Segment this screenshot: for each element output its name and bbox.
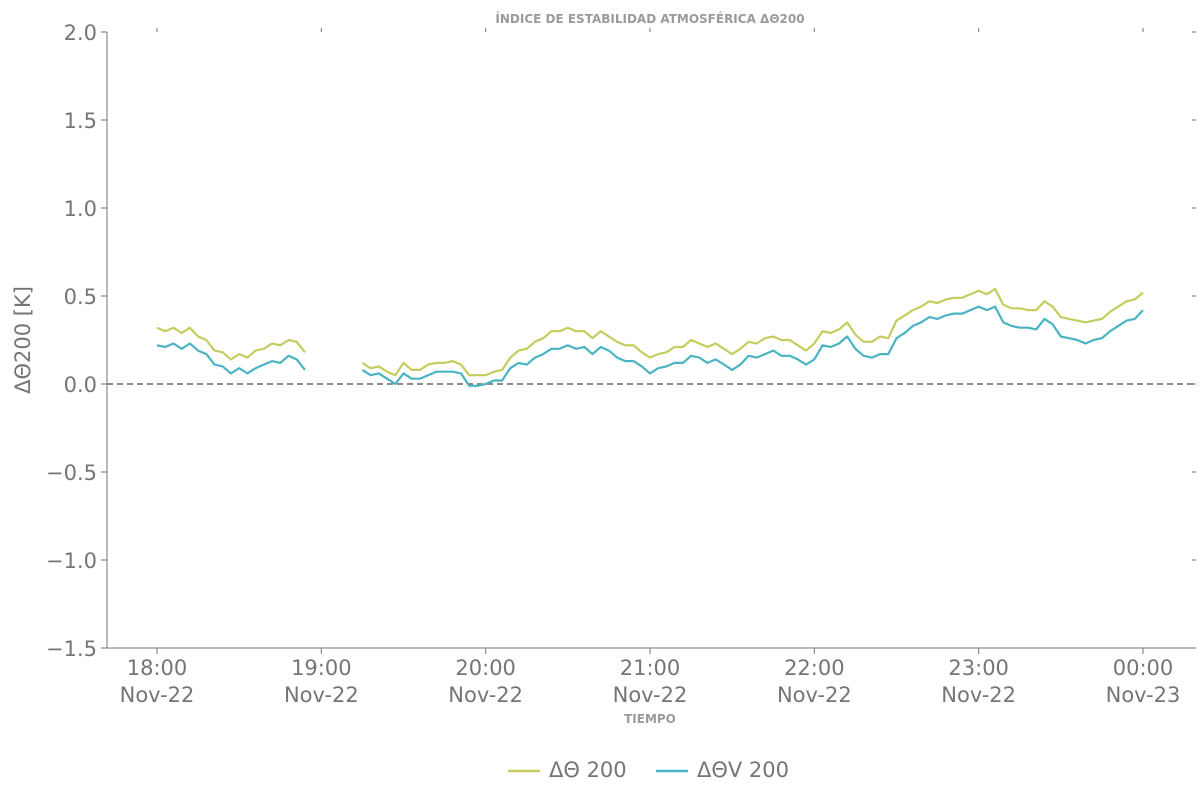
y-tick-label: −0.5 (46, 461, 97, 485)
legend-label-theta: ΔΘ 200 (549, 758, 627, 782)
axes (106, 32, 1196, 649)
y-tick-label: 1.5 (64, 109, 97, 133)
x-ticks: 18:00 Nov-22 19:00 Nov-22 20:00 Nov-22 21:00 No… (120, 648, 1181, 707)
series-line-1-segment_1 (156, 342, 306, 375)
x-tick-label-time: 20:00 (455, 656, 516, 680)
series-line-0-segment_1 (156, 326, 306, 361)
y-tick-label: 2.0 (64, 21, 97, 45)
y-tick-label: −1.0 (46, 549, 97, 573)
x-tick-label-time: 18:00 (127, 656, 188, 680)
x-tick-label-date: Nov-22 (448, 683, 523, 707)
chart-title: ÍNDICE DE ESTABILIDAD ATMOSFÉRICA ΔΘ200 (495, 11, 804, 26)
series-layer (156, 287, 1144, 387)
x-axis-label: TIEMPO (624, 712, 676, 726)
x-tick-label-time: 23:00 (948, 656, 1009, 680)
x-tick-label-date: Nov-23 (1106, 683, 1181, 707)
legend: ΔΘ 200 ΔΘV 200 (508, 758, 789, 782)
x-tick-label-date: Nov-22 (941, 683, 1016, 707)
top-ticks (156, 28, 1144, 32)
x-tick-label-time: 22:00 (784, 656, 845, 680)
y-ticks: 2.0 1.5 1.0 0.5 0.0 −0.5 −1.0 −1.5 (46, 21, 107, 661)
x-tick-label-date: Nov-22 (613, 683, 688, 707)
x-tick-label-time: 19:00 (291, 656, 352, 680)
x-tick-label-date: Nov-22 (120, 683, 195, 707)
x-tick-label-date: Nov-22 (284, 683, 359, 707)
x-tick-label-date: Nov-22 (777, 683, 852, 707)
y-axis-label: ΔΘ200 [K] (11, 286, 35, 394)
x-tick-label-time: 00:00 (1113, 656, 1174, 680)
y-tick-label: −1.5 (46, 637, 97, 661)
series-line-0-segment_2 (361, 287, 1144, 377)
y-tick-label: 1.0 (64, 197, 97, 221)
right-ticks (1192, 31, 1196, 649)
y-tick-label: 0.0 (64, 373, 97, 397)
legend-label-theta-v: ΔΘV 200 (697, 758, 789, 782)
series-line-1-segment_2 (361, 305, 1144, 387)
x-tick-label-time: 21:00 (620, 656, 681, 680)
y-tick-label: 0.5 (64, 285, 97, 309)
